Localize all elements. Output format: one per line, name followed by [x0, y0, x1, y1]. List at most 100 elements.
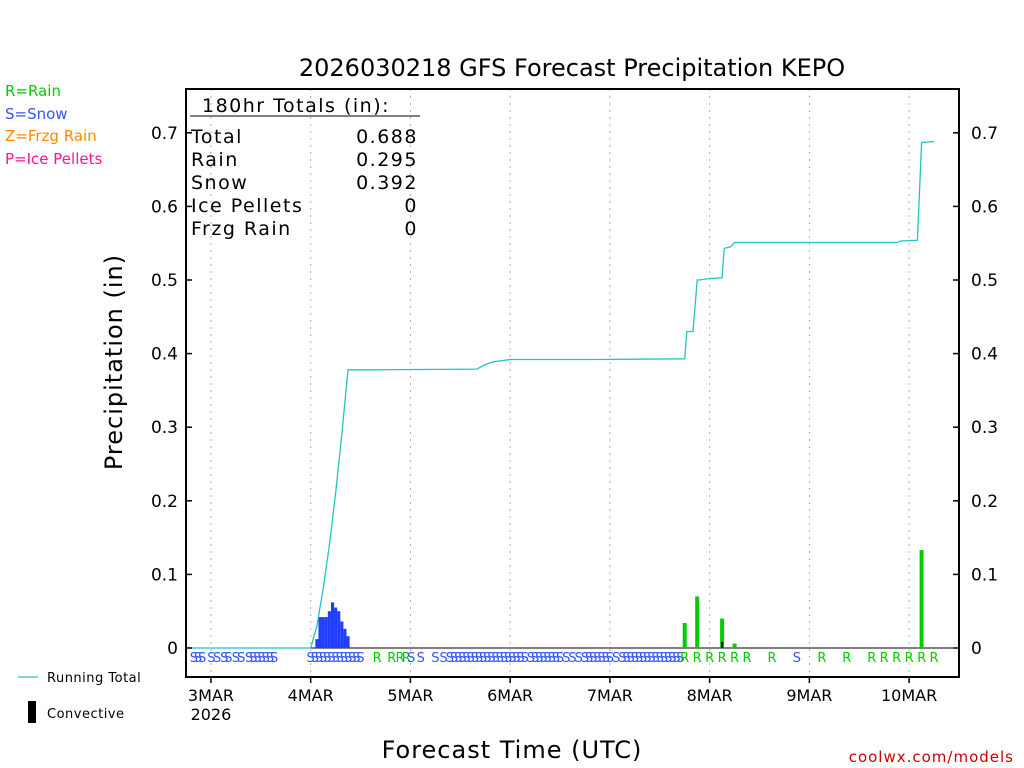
precip-type-letter: S: [568, 651, 576, 666]
precip-type-letter: S: [237, 651, 245, 666]
precip-type-letter: S: [479, 651, 487, 666]
precip-type-letter: S: [340, 651, 348, 666]
totals-label: Frzg Rain: [191, 218, 292, 240]
x-tick-label: 6MAR: [487, 686, 533, 705]
precip-type-letter: R: [817, 651, 826, 666]
snow-bar: [337, 611, 341, 648]
precip-type-letter: S: [635, 651, 643, 666]
legend-freezing-rain: Z=Frzg Rain: [5, 127, 97, 145]
precip-type-letter: S: [527, 651, 535, 666]
precip-type-letter: S: [220, 651, 228, 666]
precip-type-letter: S: [440, 651, 448, 666]
precip-type-letter: S: [417, 651, 425, 666]
rain-bar: [720, 618, 725, 648]
y-tick-label: 0.2: [151, 492, 178, 512]
totals-value: 0.295: [356, 149, 418, 171]
x-tick-label: 3MAR: [188, 686, 234, 705]
rain-bar: [919, 550, 924, 648]
precip-type-letter: S: [262, 651, 270, 666]
snow-bar: [340, 621, 344, 648]
precip-type-letter: S: [266, 651, 274, 666]
snow-bars: [315, 602, 350, 648]
precip-type-letter: S: [471, 651, 479, 666]
y-ticks-right: 0 0.1 0.2 0.3 0.4 0.5 0.6 0.7: [953, 124, 998, 659]
precip-type-letter: R: [373, 651, 382, 666]
precip-type-letter: S: [352, 651, 360, 666]
y-axis-label: Precipitation (in): [100, 254, 128, 470]
precip-type-letter: S: [467, 651, 475, 666]
precip-type-letter: S: [500, 651, 508, 666]
precip-type-letter: S: [258, 651, 266, 666]
precip-type-letter: S: [504, 651, 512, 666]
precip-type-letter: S: [483, 651, 491, 666]
totals-row: Rain 0.295: [191, 149, 418, 171]
precip-type-letter: S: [556, 651, 564, 666]
precip-type-letter: S: [508, 651, 516, 666]
precip-type-letter: S: [676, 651, 684, 666]
legend-snow: S=Snow: [5, 105, 68, 123]
precip-type-letter: S: [348, 651, 356, 666]
precip-type-letter: S: [224, 651, 232, 666]
totals-row: Snow 0.392: [191, 172, 418, 194]
precip-type-letter: R: [842, 651, 851, 666]
y-ticks-left: 0 0.1 0.2 0.3 0.4 0.5 0.6 0.7: [151, 124, 192, 659]
rain-bar: [695, 596, 700, 648]
plot-frame: [185, 88, 960, 678]
precip-type-letter: S: [431, 651, 439, 666]
precip-type-letter: S: [323, 651, 331, 666]
totals-value: 0.392: [356, 172, 418, 194]
precip-type-letter: S: [270, 651, 278, 666]
totals-label: Snow: [191, 172, 248, 194]
precip-type-letter: R: [718, 651, 727, 666]
precip-type-letter: S: [336, 651, 344, 666]
precip-type-letter: S: [232, 651, 240, 666]
precip-type-letter: S: [311, 651, 319, 666]
precip-type-letter: S: [512, 651, 520, 666]
precip-type-letter: S: [606, 651, 614, 666]
precip-type-letter: S: [462, 651, 470, 666]
precip-type-letter: S: [543, 651, 551, 666]
precip-type-letter: R: [402, 651, 411, 666]
precip-type-letter: S: [198, 651, 206, 666]
x-tick-label: 9MAR: [786, 686, 832, 705]
snow-bar: [346, 636, 350, 648]
precip-type-letter: S: [597, 651, 605, 666]
precip-type-letter: S: [491, 651, 499, 666]
y-tick-label: 0.4: [151, 345, 178, 365]
totals-row: Ice Pellets 0: [191, 195, 418, 217]
precip-type-letter: S: [190, 651, 198, 666]
y-tick-label: 0.7: [151, 124, 178, 144]
precip-type-letter: R: [892, 651, 901, 666]
precip-type-letter: S: [475, 651, 483, 666]
precip-type-letter: R: [930, 651, 939, 666]
y-tick-label-right: 0.1: [971, 565, 998, 585]
totals-heading: 180hr Totals (in):: [202, 95, 390, 117]
precip-type-letter: S: [643, 651, 651, 666]
legend-running-total: Running Total: [47, 671, 141, 686]
precip-type-letter: S: [194, 651, 202, 666]
x-tick-label: 8MAR: [687, 686, 733, 705]
precip-type-letter: S: [793, 651, 801, 666]
precip-type-letter: S: [627, 651, 635, 666]
precip-type-letter: S: [531, 651, 539, 666]
precip-type-letter: S: [458, 651, 466, 666]
rain-bars: [682, 550, 924, 648]
precip-type-letter: S: [631, 651, 639, 666]
chart-title: 2026030218 GFS Forecast Precipitation KE…: [299, 54, 845, 82]
x-tick-label: 5MAR: [387, 686, 433, 705]
precip-type-letter: S: [327, 651, 335, 666]
totals-value: 0: [404, 195, 418, 217]
precip-type-letter: S: [407, 651, 415, 666]
precip-type-letter: S: [539, 651, 547, 666]
precip-type-letter: S: [660, 651, 668, 666]
totals-box: 180hr Totals (in): Total 0.688 Rain 0.29…: [190, 95, 420, 240]
precip-type-letter: S: [446, 651, 454, 666]
x-tick-label: 4MAR: [288, 686, 334, 705]
precip-type-letter: R: [705, 651, 714, 666]
running-total-line: [186, 140, 935, 649]
precip-type-letter: S: [344, 651, 352, 666]
precip-type-letter: S: [213, 651, 221, 666]
precip-type-letter: R: [387, 651, 396, 666]
